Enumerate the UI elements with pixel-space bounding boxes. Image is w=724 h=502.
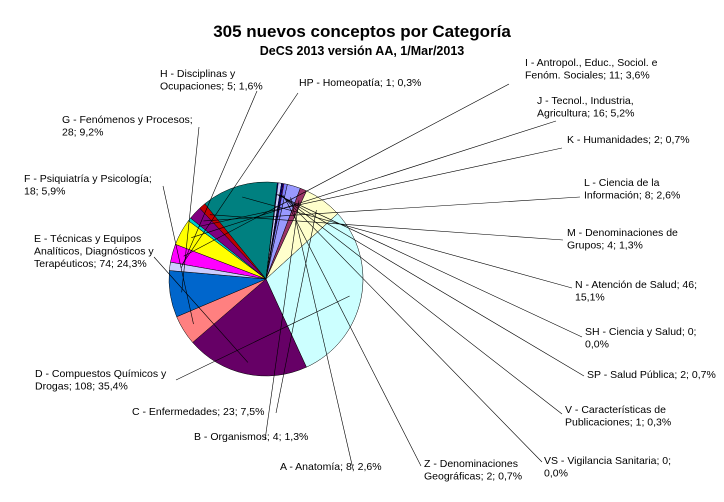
label-v: V - Características de Publicaciones; 1; …: [565, 404, 671, 429]
label-g-line: G - Fenómenos y Procesos;: [62, 114, 193, 126]
label-m-line: Grupos; 4; 1,3%: [567, 240, 643, 252]
label-a-line: A - Anatomía; 8; 2,6%: [280, 461, 382, 473]
leader-e: [153, 256, 249, 363]
label-sp: SP - Salud Pública; 2; 0,7%: [587, 369, 716, 381]
label-c-line: C - Enfermedades; 23; 7,5%: [132, 406, 265, 418]
label-f-line: F - Psiquiatría y Psicología;: [24, 173, 152, 185]
label-h-line: Ocupaciones; 5; 1,6%: [160, 81, 263, 93]
label-h-line: H - Disciplinas y: [160, 68, 236, 80]
label-g: G - Fenómenos y Procesos; 28; 9,2%: [62, 114, 193, 139]
label-d-line: D - Compuestos Químicos y: [35, 368, 167, 380]
label-e-line: E - Técnicas y Equipos: [34, 233, 141, 245]
leader-l: [203, 196, 581, 222]
label-hp: HP - Homeopatía; 1; 0,3%: [299, 77, 421, 89]
label-g-line: 28; 9,2%: [62, 127, 103, 139]
label-i-line: I - Antropol., Educ., Sociol. e: [525, 57, 658, 69]
label-f: F - Psiquiatría y Psicología; 18; 5,9%: [24, 173, 152, 198]
label-b-line: B - Organismos; 4; 1,3%: [194, 431, 308, 443]
leader-a: [290, 197, 354, 470]
label-k: K - Humanidades; 2; 0,7%: [567, 134, 690, 146]
leader-v: [280, 194, 563, 415]
label-b: B - Organismos; 4; 1,3%: [194, 431, 308, 443]
label-j-line: J - Tecnol., Industria,: [537, 95, 634, 107]
slice-n: [204, 181, 278, 280]
label-e-line: Analíticos, Diagnósticos y: [34, 246, 154, 258]
label-z-line: Geográficas; 2; 0,7%: [424, 471, 522, 483]
chart-subtitle: DeCS 2013 versión AA, 1/Mar/2013: [260, 44, 465, 58]
leader-d: [175, 295, 350, 381]
label-m: M - Denominaciones de Grupos; 4; 1,3%: [567, 227, 678, 252]
label-z: Z - Denominaciones Geográficas; 2; 0,7%: [424, 458, 522, 483]
label-l: L - Ciencia de la Información; 8; 2,6%: [584, 177, 680, 202]
label-k-line: K - Humanidades; 2; 0,7%: [567, 134, 690, 146]
label-j-line: Agricultura; 16; 5,2%: [537, 108, 634, 120]
label-i-line: Fenóm. Sociales; 11; 3,6%: [525, 70, 650, 82]
label-e: E - Técnicas y Equipos Analíticos, Diagnó…: [34, 233, 154, 270]
label-n: N - Atención de Salud; 46; 15,1%: [575, 279, 697, 304]
leader-z: [283, 195, 422, 467]
label-vs-line: 0,0%: [544, 468, 568, 480]
leader-lines: [153, 83, 585, 470]
slice-h: [169, 261, 267, 280]
leader-j: [191, 120, 557, 238]
leader-vs: [281, 194, 543, 463]
leader-b: [264, 200, 300, 441]
label-l-line: L - Ciencia de la: [584, 177, 660, 189]
label-sh: SH - Ciencia y Salud; 0; 0,0%: [585, 326, 696, 351]
leader-f: [162, 185, 194, 325]
leader-hp: [181, 92, 299, 266]
leader-sh: [276, 194, 583, 338]
leader-sp: [278, 194, 585, 377]
label-c: C - Enfermedades; 23; 7,5%: [132, 406, 265, 418]
leader-k: [198, 147, 563, 227]
label-v-line: V - Características de: [565, 404, 666, 416]
label-sp-line: SP - Salud Pública; 2; 0,7%: [587, 369, 716, 381]
label-l-line: Información; 8; 2,6%: [584, 190, 680, 202]
leader-c: [275, 210, 317, 414]
label-z-line: Z - Denominaciones: [424, 458, 518, 470]
label-d: D - Compuestos Químicos y Drogas; 108; 35…: [35, 368, 167, 393]
leader-g: [181, 126, 200, 293]
label-n-line: 15,1%: [575, 292, 605, 304]
label-n-line: N - Atención de Salud; 46;: [575, 279, 697, 291]
leader-m: [209, 214, 564, 241]
label-j: J - Tecnol., Industria, Agricultura; 16; …: [537, 95, 634, 120]
label-f-line: 18; 5,9%: [24, 186, 65, 198]
label-e-line: Terapéuticos; 74; 24,3%: [34, 258, 147, 270]
chart-title: 305 nuevos conceptos por Categoría: [213, 22, 511, 41]
label-hp-line: HP - Homeopatía; 1; 0,3%: [299, 77, 421, 89]
pie-slices: [168, 181, 364, 377]
label-h: H - Disciplinas y Ocupaciones; 5; 1,6%: [160, 68, 263, 93]
leader-h: [181, 90, 258, 268]
label-vs: VS - Vigilancia Sanitaria; 0; 0,0%: [544, 455, 671, 480]
label-i: I - Antropol., Educ., Sociol. e Fenóm. So…: [525, 57, 658, 82]
slice-d: [265, 213, 364, 368]
label-vs-line: VS - Vigilancia Sanitaria; 0;: [544, 455, 671, 467]
label-a: A - Anatomía; 8; 2,6%: [280, 461, 382, 473]
label-d-line: Drogas; 108; 35,4%: [35, 381, 128, 393]
label-sh-line: SH - Ciencia y Salud; 0;: [585, 326, 696, 338]
slice-e: [192, 278, 307, 377]
slice-labels: HP - Homeopatía; 1; 0,3% I - Antropol., E…: [24, 57, 716, 483]
leader-i: [183, 83, 510, 257]
label-v-line: Publicaciones; 1; 0,3%: [565, 417, 671, 429]
label-m-line: M - Denominaciones de: [567, 227, 678, 239]
label-sh-line: 0,0%: [585, 339, 609, 351]
